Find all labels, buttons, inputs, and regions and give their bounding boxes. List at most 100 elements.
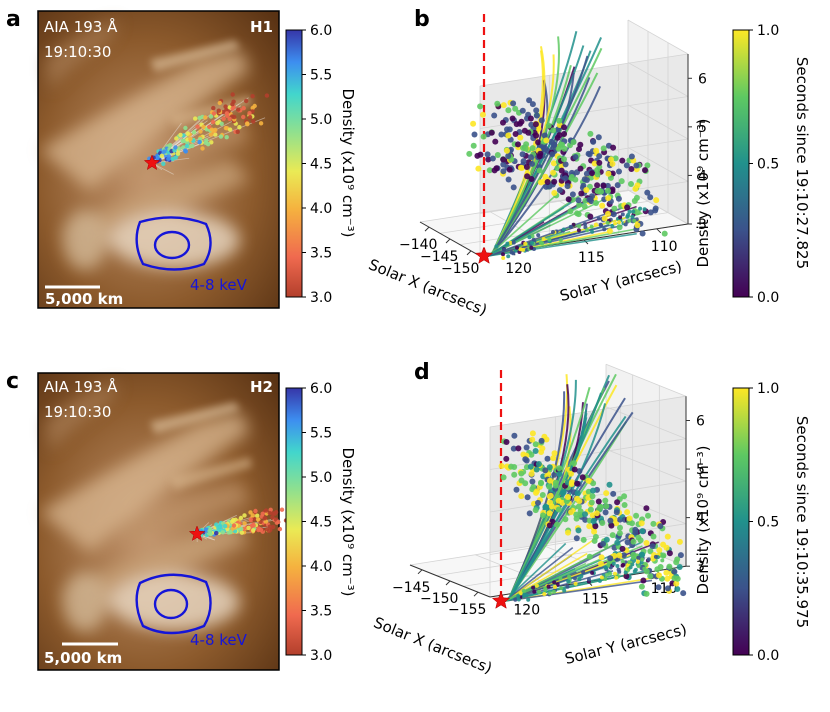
floor-point — [642, 207, 647, 212]
data-point — [489, 155, 496, 162]
trajectory-line — [491, 36, 560, 255]
grid-line — [627, 147, 689, 182]
density-a-point — [205, 142, 211, 147]
image-time-c: 19:10:30 — [44, 403, 111, 421]
data-point — [485, 156, 492, 163]
density-c-point — [220, 530, 225, 535]
density-a-point — [185, 131, 190, 136]
data-point — [475, 165, 482, 172]
density-a-point — [173, 145, 178, 150]
floor-point — [613, 221, 618, 226]
density-c-point — [248, 517, 253, 522]
density-c-point — [250, 513, 255, 518]
floor-point — [552, 589, 556, 594]
data-point — [551, 141, 557, 148]
floor-point — [620, 212, 625, 217]
data-point — [607, 555, 614, 562]
floor-point — [579, 574, 584, 579]
density-a-point — [200, 146, 205, 151]
density-a-point — [210, 119, 216, 125]
density-a-point — [264, 93, 270, 98]
density-c-point — [239, 530, 245, 535]
data-point — [503, 439, 510, 445]
colorbar-c-tick-label: 4.5 — [310, 515, 332, 531]
floor-point — [551, 230, 555, 234]
density-c-point — [251, 516, 257, 522]
floor-point — [548, 591, 552, 596]
data-point — [527, 154, 534, 161]
data-point — [568, 174, 575, 180]
data-point — [532, 448, 539, 454]
grid-line — [605, 406, 687, 440]
data-point — [466, 150, 473, 157]
density-c-point — [242, 521, 247, 526]
data-point — [564, 183, 571, 190]
data-point — [610, 211, 617, 218]
data-point — [477, 151, 484, 158]
data-point — [518, 118, 525, 125]
colorbar-c-tick-label: 4.0 — [310, 559, 332, 575]
floor-point — [604, 566, 608, 570]
density-c-point — [214, 530, 219, 536]
floor-point — [620, 559, 625, 564]
floor-point — [631, 209, 636, 214]
floor-point — [617, 569, 622, 574]
data-point — [524, 494, 531, 501]
floor-point — [502, 247, 507, 252]
data-point — [582, 511, 588, 518]
data-point — [600, 145, 607, 152]
y-tick-mark — [656, 228, 662, 234]
data-point — [640, 577, 647, 584]
density-a-point — [217, 100, 222, 106]
data-point — [620, 552, 627, 559]
data-point — [535, 125, 542, 132]
data-point — [632, 526, 639, 533]
data-point — [522, 480, 529, 487]
density-scatter-c — [192, 507, 289, 543]
data-point — [570, 139, 577, 146]
floor-point — [596, 216, 601, 221]
floor-point — [538, 240, 543, 245]
data-point — [606, 228, 613, 234]
data-point — [583, 187, 590, 193]
z-axis-label: Density (x10⁹ cm⁻³) — [694, 118, 712, 267]
data-point — [664, 533, 671, 540]
floor-point — [536, 589, 541, 594]
contour-label-a: 4-8 keV — [190, 276, 248, 294]
data-point — [561, 131, 568, 137]
data-point — [565, 196, 572, 203]
floor-streak — [504, 542, 567, 602]
data-point — [593, 147, 600, 154]
floor-point — [523, 241, 528, 246]
image-time-a: 19:10:30 — [44, 43, 111, 61]
panel-label-c: c — [6, 369, 19, 394]
data-point — [595, 134, 602, 141]
data-point — [603, 490, 610, 497]
data-point — [510, 100, 517, 107]
data-point — [491, 112, 498, 119]
y-tick-label: 120 — [505, 261, 532, 277]
data-point — [527, 463, 534, 470]
floor-streak — [487, 201, 573, 257]
z-tick-label: 4 — [696, 511, 705, 527]
density-a-point — [174, 136, 179, 141]
data-point — [532, 507, 539, 514]
density-c-point — [279, 507, 285, 512]
data-point — [470, 120, 477, 127]
floor-pane — [410, 534, 686, 597]
density-a-point — [176, 146, 182, 151]
data-point — [545, 122, 552, 129]
data-point — [538, 117, 545, 124]
data-point — [526, 97, 533, 104]
density-c-point — [251, 523, 256, 528]
data-point — [560, 489, 567, 495]
data-point — [647, 194, 654, 201]
aia-image-c — [37, 372, 280, 671]
data-point — [562, 516, 569, 523]
data-point — [546, 510, 553, 517]
floor-point — [617, 220, 622, 225]
z-tick-label: 3 — [698, 217, 707, 233]
